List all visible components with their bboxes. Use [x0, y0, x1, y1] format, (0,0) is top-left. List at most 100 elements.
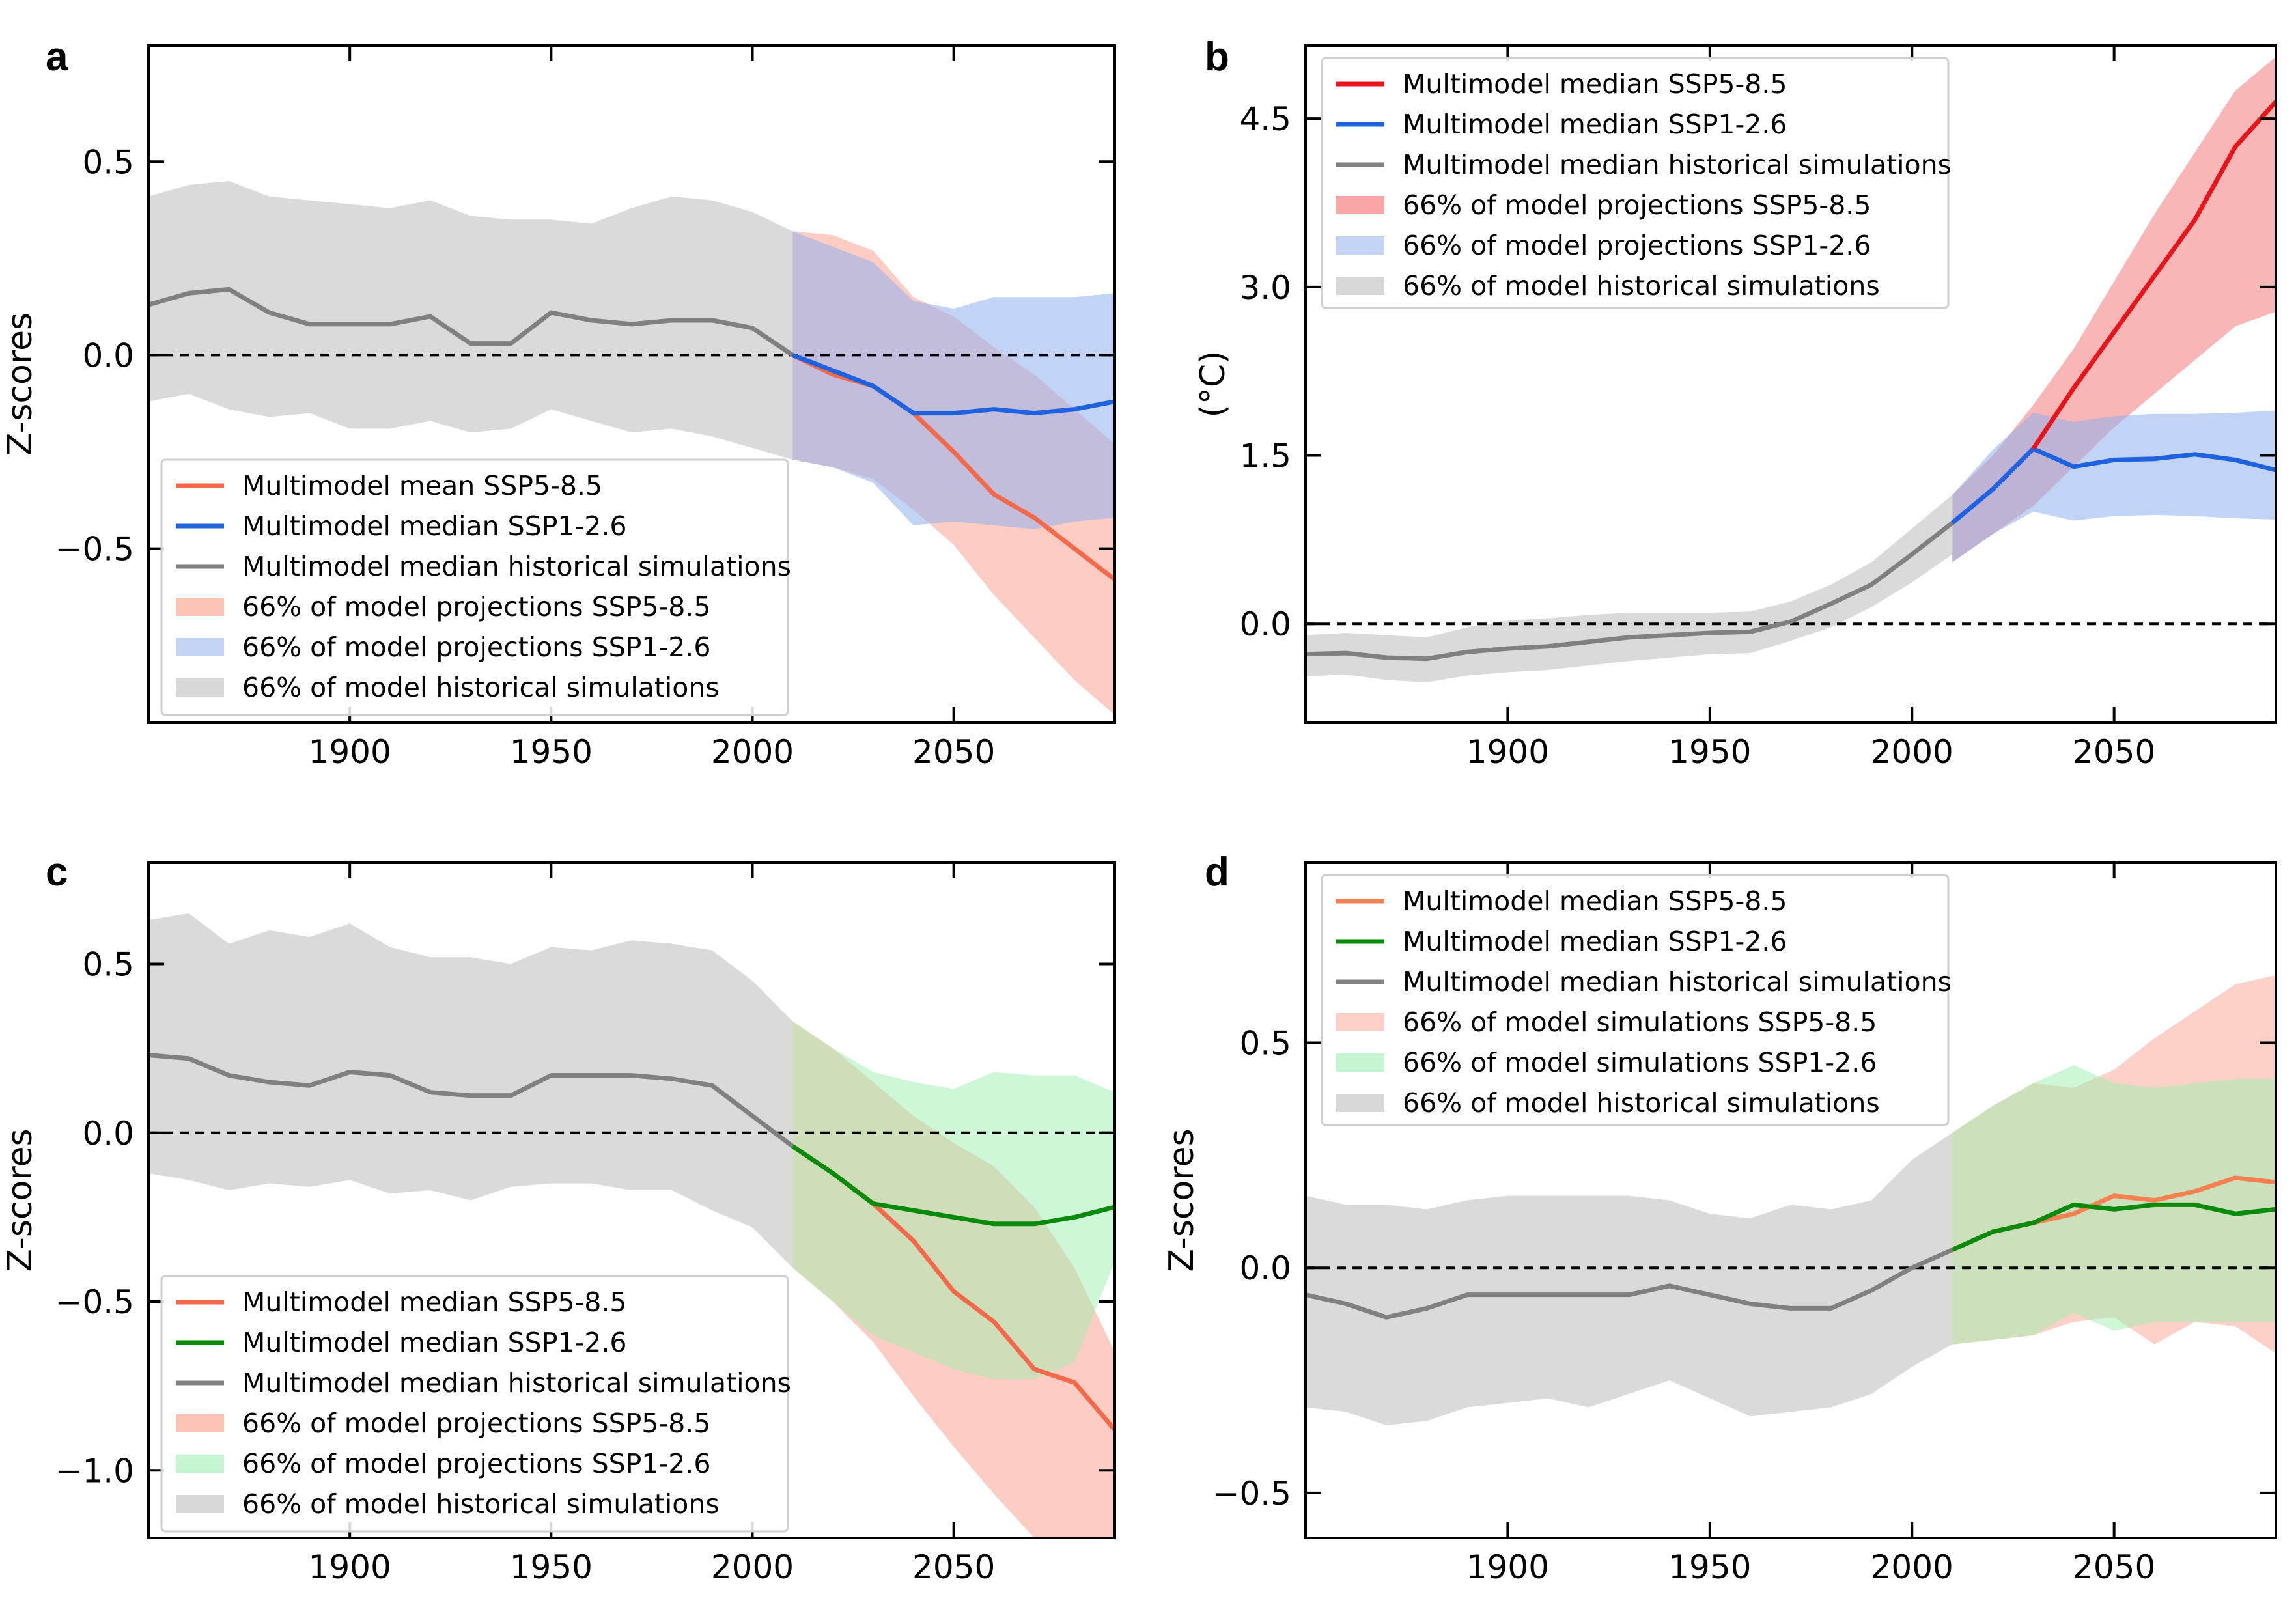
legend-patch-swatch — [1336, 236, 1384, 255]
plot-area — [1306, 57, 2276, 682]
band-0 — [148, 913, 793, 1268]
legend-box — [160, 458, 789, 716]
y-axis-label: Z-scores — [1, 313, 40, 456]
x-tick-label: 2000 — [711, 1548, 794, 1586]
axes-frame — [147, 44, 1116, 724]
x-tick-label: 1900 — [309, 1548, 391, 1586]
band-2 — [1952, 1065, 2276, 1345]
legend-label: Multimodel median historical simulations — [242, 551, 791, 582]
panel-b: 1900 1950 2000 2050 4.5 3.0 1.5 0.0 (°C) b Multimo… — [1194, 35, 2277, 771]
legend-label: Multimodel median historical simulations — [1403, 966, 1952, 997]
x-tick-label: 1950 — [510, 1548, 593, 1586]
y-tick-label: 0.5 — [82, 946, 134, 984]
series-line-2 — [2031, 100, 2276, 451]
y-axis-label: Z-scores — [1, 1128, 40, 1272]
band-2 — [1952, 410, 2276, 563]
plot-area — [1306, 975, 2276, 1426]
legend-patch-swatch — [176, 678, 224, 697]
y-tick-label: 0.0 — [1239, 1249, 1291, 1287]
legend-label: 66% of model projections SSP5-8.5 — [1403, 189, 1871, 221]
band-0 — [1306, 1132, 1953, 1426]
legend: Multimodel mean SSP5-8.5 Multimodel media… — [160, 458, 791, 716]
legend-patch-swatch — [1336, 1013, 1384, 1031]
legend-label: Multimodel median historical simulations — [242, 1367, 791, 1399]
x-tick-label: 1950 — [1668, 733, 1751, 771]
series-line-0 — [148, 286, 794, 357]
legend-patch-swatch — [1336, 196, 1384, 214]
band-2 — [792, 1021, 1115, 1380]
y-axis-label: Z-scores — [1162, 1128, 1201, 1272]
x-tick-label: 2050 — [912, 733, 995, 771]
legend: Multimodel median SSP5-8.5 Multimodel med… — [1321, 874, 1952, 1126]
legend-label: 66% of model projections SSP1-2.6 — [242, 632, 710, 663]
series-line-1 — [791, 353, 1115, 581]
x-tick-label: 1950 — [510, 733, 593, 771]
band-0 — [1306, 494, 1953, 682]
series-line-2 — [1951, 1202, 2276, 1252]
y-tick-label: 3.0 — [1239, 269, 1291, 307]
band-2 — [792, 231, 1115, 529]
legend-label: Multimodel median SSP5-8.5 — [242, 1287, 627, 1318]
series-line-0 — [1306, 521, 1954, 662]
plot-area — [148, 913, 1115, 1538]
panel-c: 1900 1950 2000 2050 0.5 0.0 −0.5 −1.0 Z-scores c M… — [1, 850, 1116, 1586]
series-line-0 — [1306, 1248, 1953, 1320]
legend-label: Multimodel median SSP1-2.6 — [1403, 926, 1787, 957]
plot-area — [148, 181, 1115, 716]
panel-d: 1900 1950 2000 2050 0.5 0.0 −0.5 Z-scores d Multi… — [1162, 850, 2277, 1586]
legend-box — [1321, 57, 1950, 309]
series-line-0 — [148, 1053, 794, 1149]
legend-label: 66% of model historical simulations — [1403, 1087, 1880, 1119]
legend-box — [1321, 874, 1950, 1126]
legend-patch-swatch — [176, 1495, 224, 1513]
y-tick-label: 1.5 — [1239, 438, 1291, 475]
legend-label: 66% of model projections SSP5-8.5 — [242, 591, 710, 622]
legend-box — [160, 1275, 789, 1533]
y-tick-label: −0.5 — [1212, 1475, 1291, 1512]
legend-label: 66% of model historical simulations — [242, 672, 720, 703]
y-tick-label: −0.5 — [55, 531, 134, 568]
series-line-2 — [792, 353, 1115, 416]
x-tick-label: 1900 — [1466, 733, 1549, 771]
legend: Multimodel median SSP5-8.5 Multimodel med… — [1321, 57, 1952, 309]
x-tick-label: 1900 — [309, 733, 391, 771]
panel-letter: c — [46, 850, 68, 895]
legend-label: 66% of model projections SSP5-8.5 — [242, 1408, 710, 1439]
panel-letter: b — [1205, 35, 1229, 79]
x-tick-label: 1900 — [1466, 1548, 1549, 1586]
legend-label: 66% of model simulations SSP5-8.5 — [1403, 1007, 1877, 1038]
legend-patch-swatch — [1336, 277, 1384, 295]
y-tick-label: 0.0 — [82, 337, 134, 374]
y-tick-label: −1.0 — [55, 1452, 134, 1490]
axes-frame — [147, 861, 1116, 1539]
series-line-2 — [791, 1144, 1115, 1227]
y-tick-label: −0.5 — [55, 1283, 134, 1321]
axes-frame — [1304, 861, 2277, 1539]
x-tick-label: 2050 — [912, 1548, 995, 1586]
legend-label: Multimodel median SSP1-2.6 — [242, 510, 627, 542]
panel-a: 1900 1950 2000 2050 0.5 0.0 −0.5 Z-scores a Multi… — [1, 35, 1116, 771]
legend-patch-swatch — [176, 598, 224, 616]
legend-label: Multimodel mean SSP5-8.5 — [242, 470, 602, 501]
legend-label: 66% of model historical simulations — [242, 1488, 720, 1520]
legend-label: 66% of model simulations SSP1-2.6 — [1403, 1047, 1877, 1078]
axes-frame — [1304, 44, 2277, 724]
x-tick-label: 2000 — [1871, 733, 1953, 771]
y-tick-label: 0.5 — [1239, 1025, 1291, 1063]
y-tick-label: 4.5 — [1239, 100, 1291, 138]
y-axis-label: (°C) — [1194, 351, 1233, 418]
y-tick-label: 0.5 — [82, 143, 134, 181]
legend-patch-swatch — [176, 1455, 224, 1473]
legend-label: Multimodel median historical simulations — [1403, 149, 1952, 180]
y-tick-label: 0.0 — [1239, 606, 1291, 643]
panel-letter: a — [46, 35, 68, 79]
legend-label: Multimodel median SSP5-8.5 — [1403, 68, 1787, 100]
legend-patch-swatch — [176, 1414, 224, 1432]
x-tick-label: 2000 — [711, 733, 794, 771]
band-0 — [148, 181, 793, 460]
x-tick-label: 2050 — [2073, 1548, 2155, 1586]
legend-patch-swatch — [176, 638, 224, 656]
legend: Multimodel median SSP5-8.5 Multimodel med… — [160, 1275, 791, 1533]
y-tick-label: 0.0 — [82, 1115, 134, 1152]
legend-label: Multimodel median SSP5-8.5 — [1403, 885, 1787, 917]
